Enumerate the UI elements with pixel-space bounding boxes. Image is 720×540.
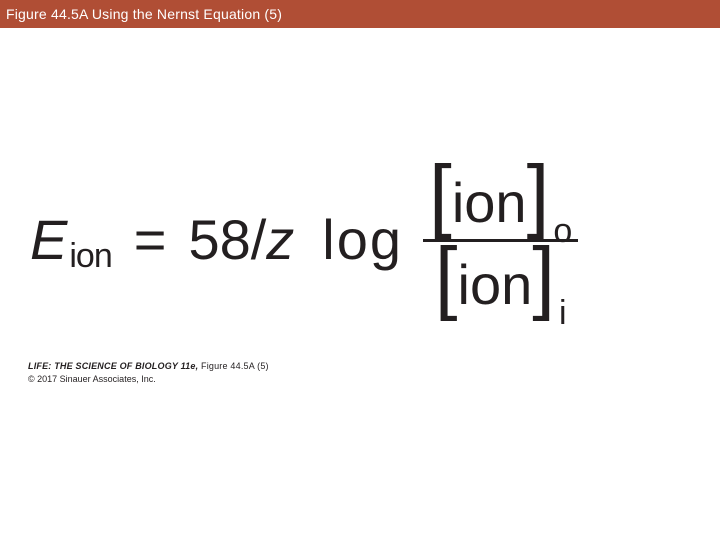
eq-equals: = [134, 212, 167, 268]
bracket-close-den: ] [532, 248, 555, 305]
slide: Figure 44.5A Using the Nernst Equation (… [0, 0, 720, 540]
eq-den-sub: i [559, 296, 567, 332]
eq-num-sub: o [553, 214, 572, 250]
credit-rest: Figure 44.5A (5) [198, 361, 268, 371]
bracket-close-num: ] [527, 166, 550, 223]
credit-italic: LIFE: THE SCIENCE OF BIOLOGY 11e, [28, 361, 198, 371]
eq-log: log [322, 212, 403, 268]
credit-block: LIFE: THE SCIENCE OF BIOLOGY 11e, Figure… [28, 360, 269, 385]
credit-line-2: © 2017 Sinauer Associates, Inc. [28, 373, 269, 386]
bracket-open-den: [ [435, 248, 458, 305]
equation-region: Eion = 58/z log [ion]o [ion]i [30, 140, 690, 340]
eq-denominator: [ion]i [429, 248, 573, 315]
credit-line-1: LIFE: THE SCIENCE OF BIOLOGY 11e, Figure… [28, 360, 269, 373]
figure-title: Figure 44.5A Using the Nernst Equation (… [6, 6, 282, 22]
eq-z: z [266, 212, 294, 268]
title-bar: Figure 44.5A Using the Nernst Equation (… [0, 0, 720, 28]
eq-lhs-sub: ion [69, 239, 111, 273]
eq-numerator: [ion]o [423, 166, 578, 233]
eq-fraction: [ion]o [ion]i [423, 166, 578, 315]
eq-den-text: ion [458, 256, 533, 315]
eq-slash: / [251, 212, 267, 268]
eq-constant: 58 [188, 212, 250, 268]
eq-lhs-var: E [30, 212, 67, 268]
nernst-equation: Eion = 58/z log [ion]o [ion]i [30, 166, 578, 315]
bracket-open-num: [ [429, 166, 452, 223]
eq-num-text: ion [452, 174, 527, 233]
